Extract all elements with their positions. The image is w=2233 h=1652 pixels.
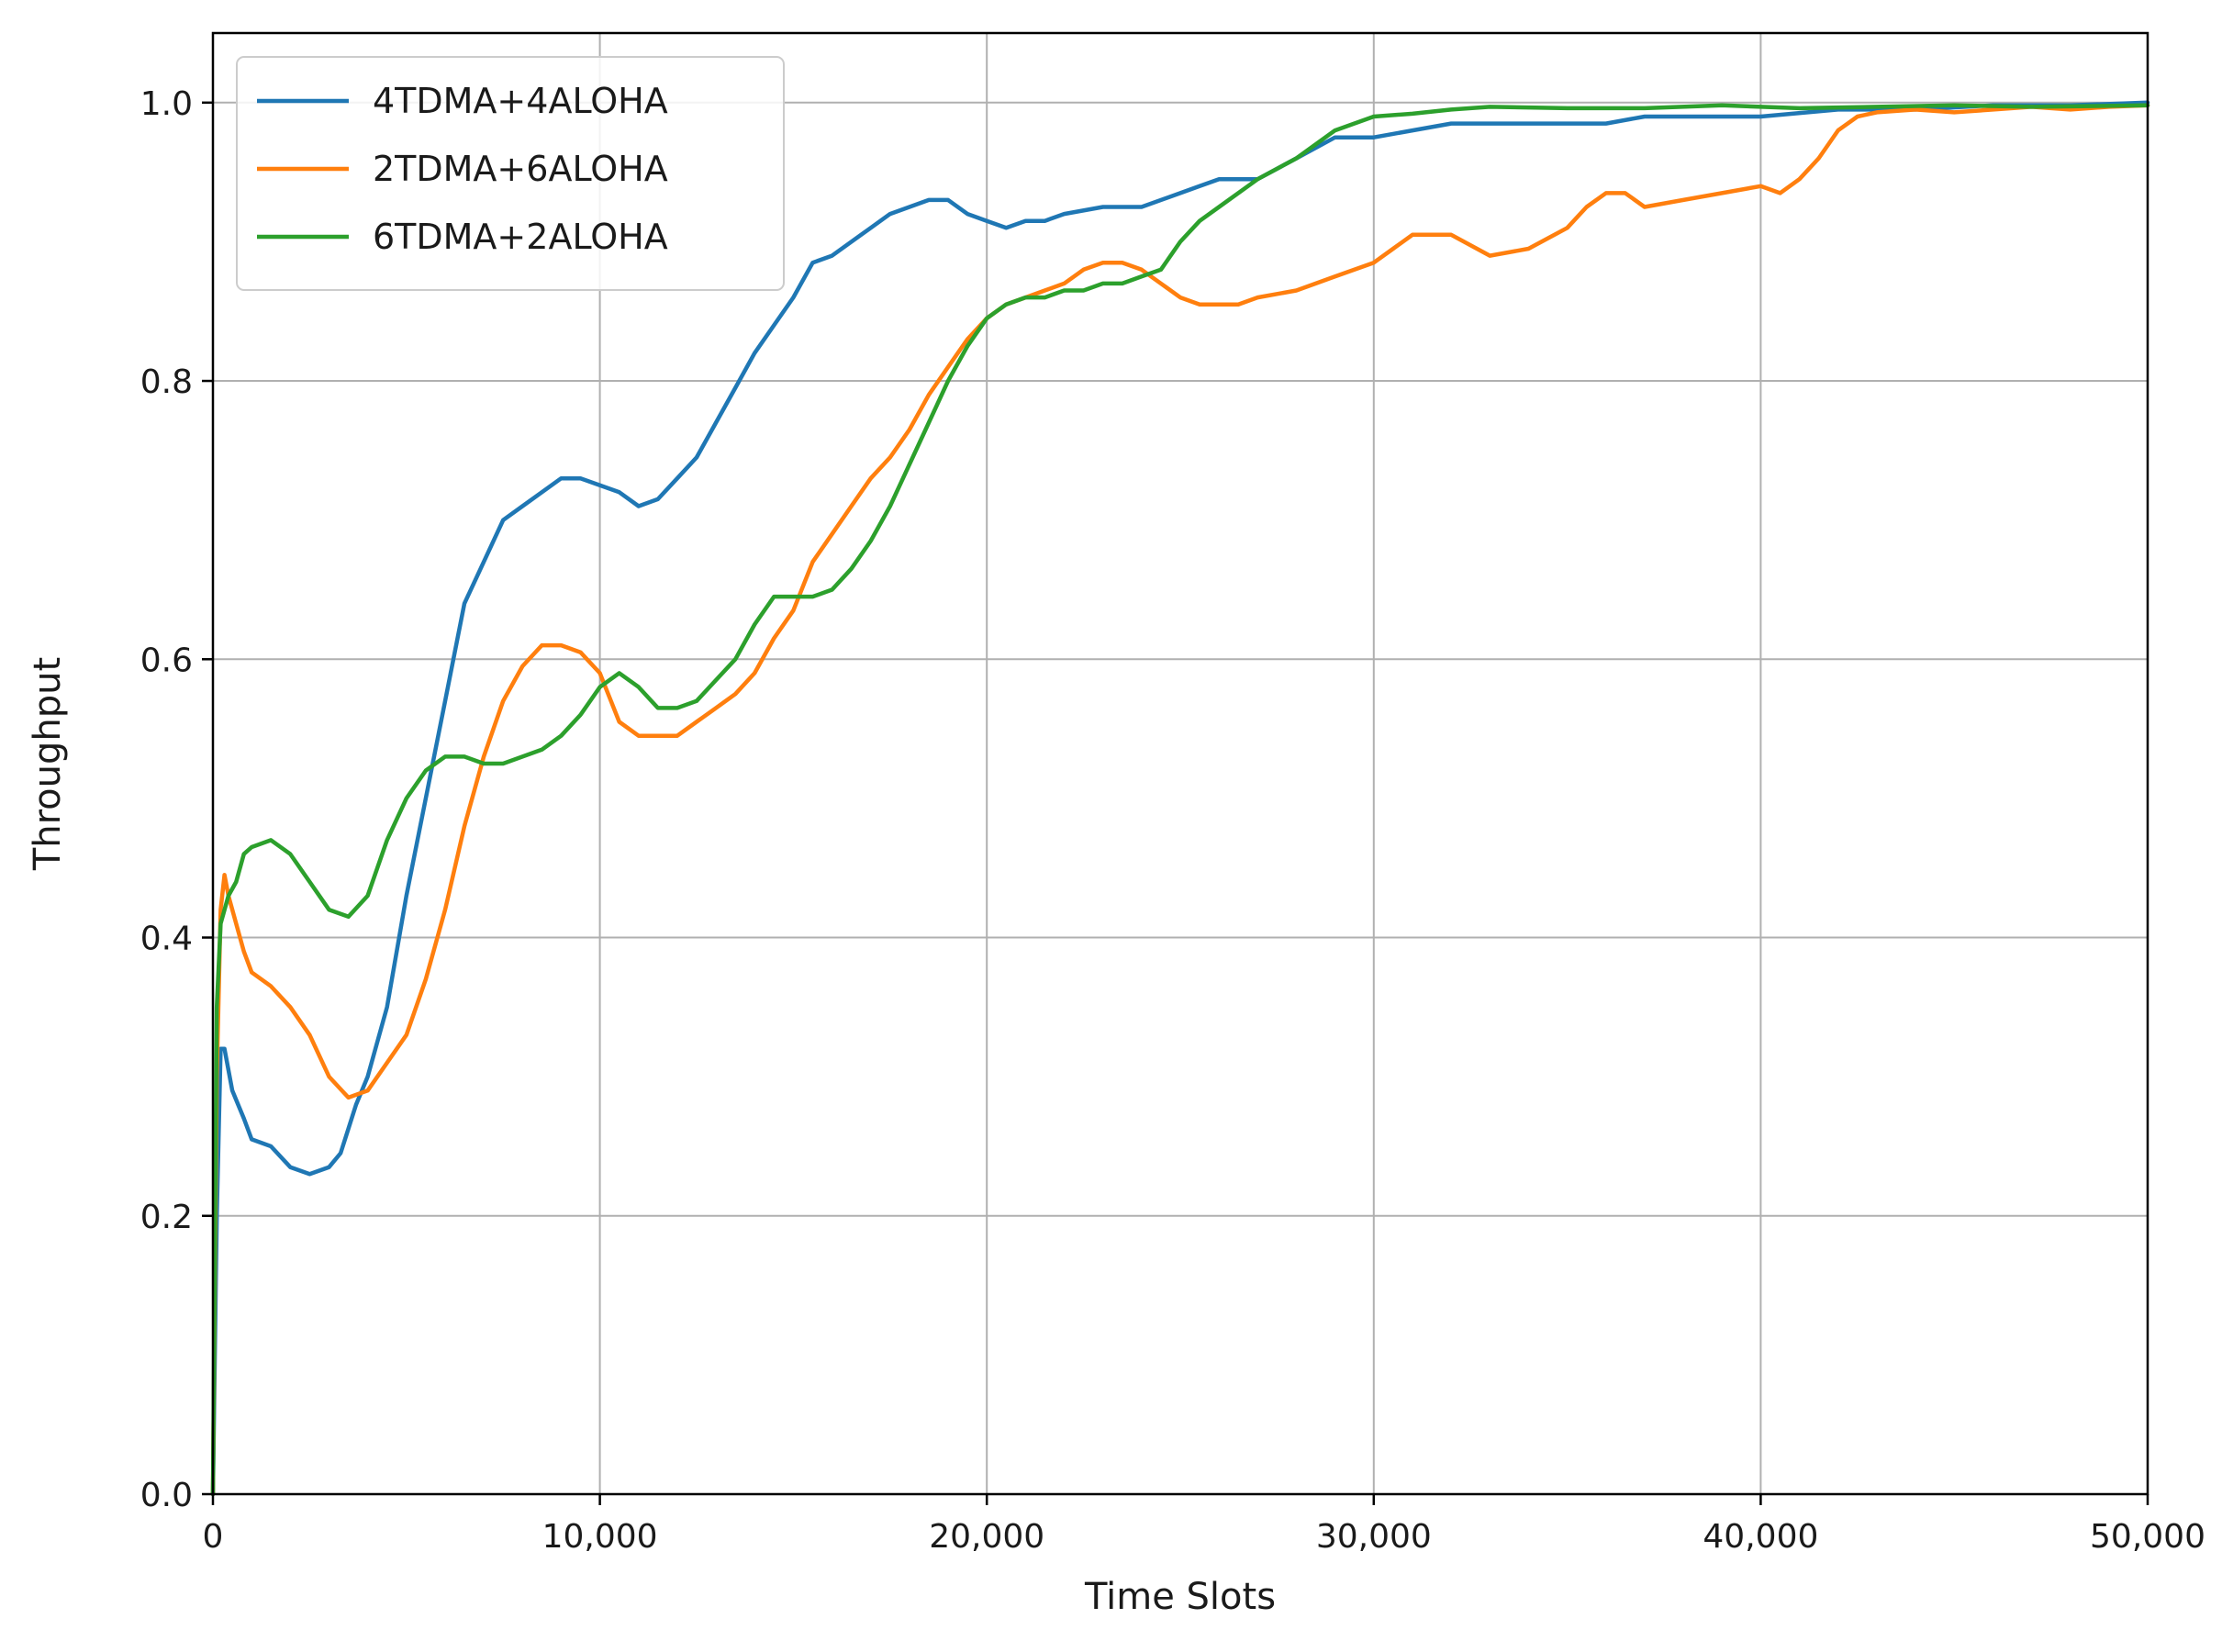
x-tick-label: 20,000 (929, 1518, 1044, 1556)
y-tick-label: 0.8 (140, 363, 193, 401)
x-tick-label: 0 (203, 1518, 224, 1556)
x-tick-label: 40,000 (1703, 1518, 1818, 1556)
y-tick-label: 0.0 (140, 1477, 193, 1514)
y-axis-ticks: 0.0 0.2 0.4 0.6 0.8 1.0 (140, 85, 213, 1514)
grid (212, 33, 2149, 1495)
series-line-2tdma-6aloha (210, 103, 2150, 1497)
y-tick-label: 0.4 (140, 921, 193, 958)
x-tick-label: 10,000 (542, 1518, 658, 1556)
series-layer (210, 100, 2150, 1497)
legend-label: 4TDMA+4ALOHA (373, 81, 668, 121)
legend-box (236, 56, 785, 291)
legend-label: 2TDMA+6ALOHA (373, 149, 668, 189)
plot-frame (211, 31, 2149, 1496)
series-line-4tdma-4aloha (210, 100, 2150, 1497)
x-tick-label: 30,000 (1316, 1518, 1432, 1556)
series-line-6tdma-2aloha (210, 103, 2150, 1497)
x-axis-ticks: 0 10,000 20,000 30,000 40,000 50,000 (203, 1494, 2205, 1556)
x-tick-label: 50,000 (2090, 1518, 2205, 1556)
legend-label: 6TDMA+2ALOHA (373, 217, 668, 257)
y-tick-label: 1.0 (140, 85, 193, 123)
y-tick-label: 0.2 (140, 1199, 193, 1236)
y-tick-label: 0.6 (140, 642, 193, 679)
legend: 4TDMA+4ALOHA 2TDMA+6ALOHA 6TDMA+2ALOHA (236, 56, 785, 291)
x-axis-label: Time Slots (1084, 1576, 1276, 1618)
y-axis-label: Throughput (27, 657, 69, 871)
